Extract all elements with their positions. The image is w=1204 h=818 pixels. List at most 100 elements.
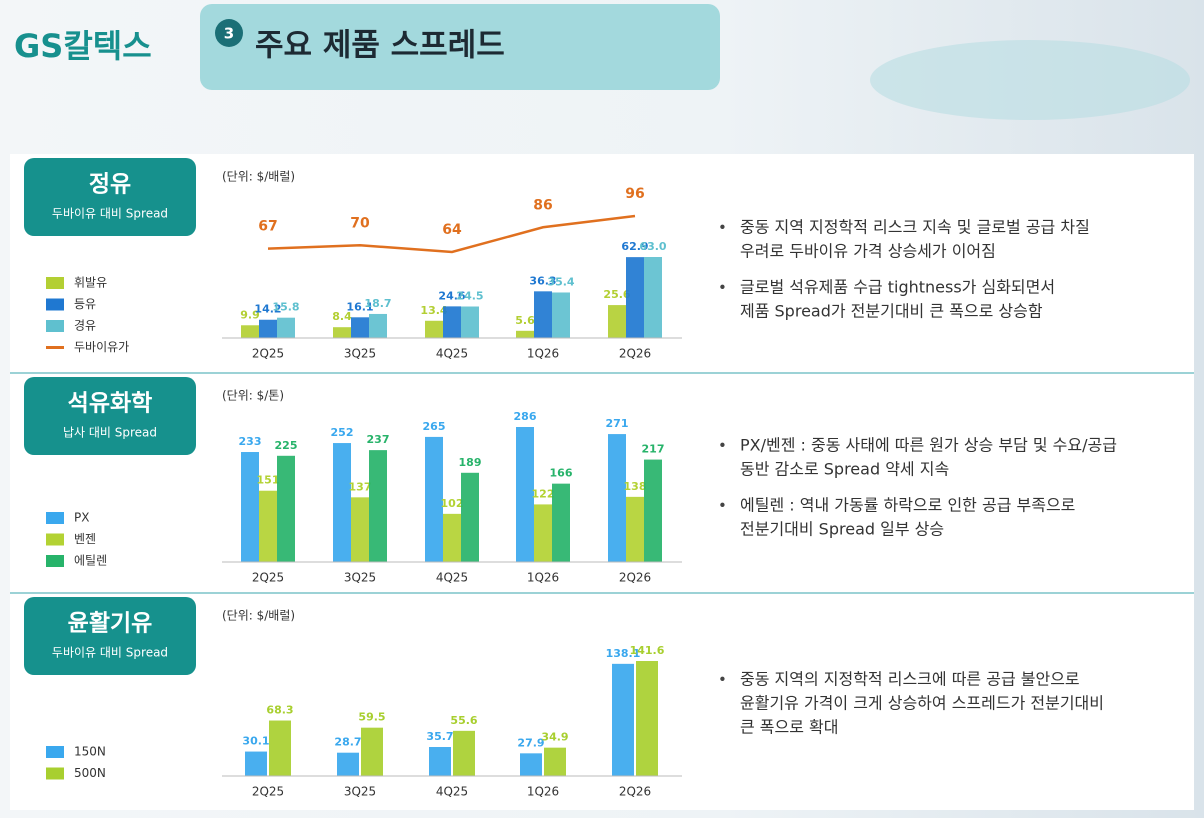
data-label: 68.3 <box>266 704 293 717</box>
bar <box>461 472 479 562</box>
section-subtitle: 납사 대비 Spread <box>63 426 157 440</box>
data-label: 59.5 <box>358 711 385 724</box>
legend-swatch <box>46 767 64 780</box>
data-label: 122 <box>532 487 555 500</box>
x-tick-label: 2Q25 <box>252 347 284 361</box>
bar <box>259 319 277 338</box>
legend-swatch <box>46 298 64 311</box>
x-tick-label: 2Q26 <box>619 347 651 361</box>
x-tick-label: 2Q26 <box>619 571 651 585</box>
bullet-text: 에틸렌 : 역내 가동률 하락으로 인한 공급 부족으로 <box>740 496 1075 515</box>
bullet-text: PX/벤젠 : 중동 사태에 따른 원가 상승 부담 및 수요/공급 <box>740 436 1117 455</box>
legend-label: 에틸렌 <box>74 554 107 568</box>
section-subtitle: 두바이유 대비 Spread <box>52 207 168 221</box>
legend-label: 등유 <box>74 297 96 311</box>
bullet-mark: • <box>718 437 727 455</box>
section-title: 석유화학 <box>68 391 153 417</box>
bullet-text: 우려로 두바이유 가격 상승세가 이어짐 <box>740 242 996 261</box>
content-panel <box>10 154 1194 810</box>
legend-label: 벤젠 <box>74 532 96 546</box>
bar <box>241 325 259 338</box>
section-label-box <box>24 597 196 675</box>
data-label: 225 <box>275 439 298 452</box>
bullet-text: 큰 폭으로 확대 <box>740 718 839 737</box>
bar <box>608 434 626 562</box>
bar <box>516 427 534 562</box>
x-tick-label: 4Q25 <box>436 347 468 361</box>
bar <box>453 730 475 776</box>
legend-label: PX <box>74 511 89 525</box>
bullet-mark: • <box>718 219 727 237</box>
section-subtitle: 두바이유 대비 Spread <box>52 646 168 660</box>
data-label: 24.6 <box>438 289 465 302</box>
bar <box>644 257 662 338</box>
bar <box>425 436 443 562</box>
bar <box>520 753 542 776</box>
bullet-text: 동반 감소로 Spread 약세 지속 <box>740 460 949 479</box>
data-label: 151 <box>257 474 280 487</box>
decoration <box>870 40 1190 120</box>
data-label: 252 <box>331 426 354 439</box>
bar <box>612 663 634 776</box>
section-label-box <box>24 377 196 455</box>
legend-label: 150N <box>74 745 106 759</box>
data-label: 25.6 <box>603 288 630 301</box>
legend-label: 휘발유 <box>74 276 107 290</box>
unit-label: (단위: $/배럴) <box>222 170 295 184</box>
bar <box>552 483 570 562</box>
legend-swatch <box>46 746 64 758</box>
line-label: 96 <box>625 186 644 202</box>
section-label-box <box>24 158 196 236</box>
legend-swatch <box>46 555 64 567</box>
bar <box>443 306 461 338</box>
bullet-mark: • <box>718 671 727 689</box>
x-tick-label: 4Q25 <box>436 571 468 585</box>
bar <box>269 720 291 776</box>
legend-swatch <box>46 320 64 332</box>
x-tick-label: 1Q26 <box>527 571 559 585</box>
data-label: 237 <box>367 433 390 446</box>
bar <box>626 257 644 338</box>
data-label: 265 <box>423 420 446 433</box>
data-label: 271 <box>606 417 629 430</box>
bullet-text: 중동 지역 지정학적 리스크 지속 및 글로벌 공급 차질 <box>740 218 1090 237</box>
unit-label: (단위: $/배럴) <box>222 609 295 623</box>
legend-swatch <box>46 533 64 546</box>
bullet-mark: • <box>718 497 727 515</box>
legend-swatch <box>46 277 64 289</box>
x-tick-label: 2Q26 <box>619 785 651 799</box>
bar <box>361 727 383 776</box>
data-label: 24.5 <box>456 290 483 303</box>
bar <box>351 317 369 338</box>
data-label: 62.9 <box>621 240 648 253</box>
bar <box>277 455 295 562</box>
bar <box>333 443 351 562</box>
line-label: 70 <box>350 215 370 231</box>
x-tick-label: 4Q25 <box>436 785 468 799</box>
data-label: 30.1 <box>242 735 269 748</box>
data-label: 233 <box>239 435 262 448</box>
data-label: 189 <box>459 456 482 469</box>
page-title: 주요 제품 스프레드 <box>255 28 505 64</box>
title-bar <box>200 4 720 90</box>
bar <box>516 330 534 338</box>
data-label: 28.7 <box>334 736 361 749</box>
legend-swatch <box>46 512 64 524</box>
bullet-text: 윤활기유 가격이 크게 상승하여 스프레드가 전분기대비 <box>740 694 1104 713</box>
line-label: 64 <box>442 222 462 238</box>
data-label: 166 <box>550 467 573 480</box>
line <box>267 214 636 254</box>
data-label: 138 <box>624 480 647 493</box>
bullet-mark: • <box>718 279 727 297</box>
bullet-text: 전분기대비 Spread 일부 상승 <box>740 520 944 539</box>
data-label: 15.8 <box>272 301 299 314</box>
data-label: 13.4 <box>420 304 447 317</box>
x-tick-label: 2Q25 <box>252 785 284 799</box>
data-label: 18.7 <box>364 297 391 310</box>
line-label: 67 <box>258 219 277 235</box>
bar <box>534 504 552 562</box>
bar <box>351 497 369 562</box>
data-label: 138.1 <box>606 647 641 660</box>
x-tick-label: 1Q26 <box>527 785 559 799</box>
bar <box>552 292 570 338</box>
